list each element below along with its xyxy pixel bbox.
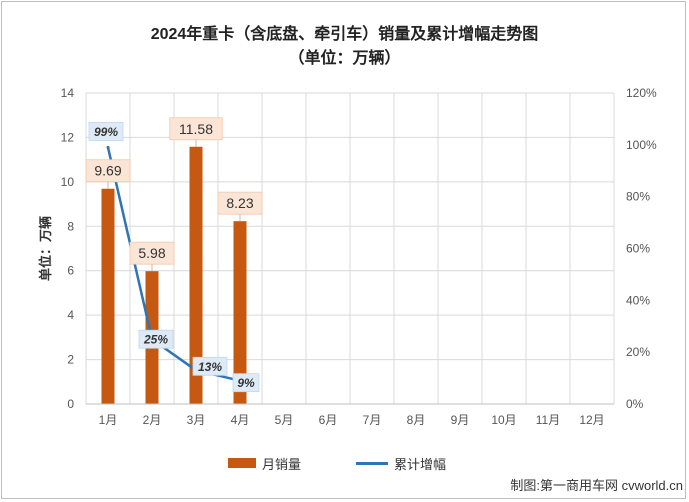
line-data-label: 99%: [94, 125, 118, 139]
chart-title: 2024年重卡（含底盘、牵引车）销量及累计增幅走势图: [150, 26, 539, 43]
bar-monthly-sales: [101, 188, 115, 404]
y2-tick-label: 80%: [626, 190, 650, 204]
bar-monthly-sales: [189, 146, 203, 404]
chart-credit: 制图:第一商用车网 cvworld.cn: [510, 478, 683, 493]
y-tick-label: 12: [61, 130, 75, 144]
bar-data-label: 8.23: [226, 195, 253, 211]
legend-line-swatch: [356, 461, 388, 465]
chart-subtitle: （单位：万辆）: [288, 50, 401, 67]
x-tick-label: 2月: [143, 413, 162, 427]
x-tick-label: 6月: [319, 413, 338, 427]
line-data-label: 25%: [143, 333, 168, 347]
bar-data-label: 11.58: [179, 121, 213, 137]
line-data-label-box: [232, 373, 260, 393]
x-tick-label: 11月: [536, 413, 560, 427]
y2-tick-label: 60%: [626, 242, 650, 256]
y-tick-label: 2: [67, 353, 74, 367]
legend-bar-swatch: [228, 458, 256, 468]
y2-tick-label: 100%: [626, 138, 657, 152]
y2-tick-label: 20%: [626, 345, 650, 359]
y-tick-label: 4: [67, 308, 74, 322]
x-tick-label: 8月: [407, 413, 426, 427]
line-data-label: 13%: [198, 360, 222, 374]
line-data-label: 9%: [237, 376, 255, 390]
legend-item-monthly-sales: 月销量: [228, 453, 301, 473]
y-tick-label: 6: [67, 264, 74, 278]
y-tick-label: 8: [67, 219, 74, 233]
legend-item-cumulative-growth: 累计增幅: [356, 453, 446, 473]
y2-tick-label: 0%: [626, 397, 644, 411]
line-point: [106, 145, 110, 149]
x-tick-label: 9月: [451, 413, 470, 427]
x-tick-label: 10月: [491, 413, 516, 427]
y-tick-label: 14: [61, 86, 75, 100]
x-tick-label: 1月: [99, 413, 118, 427]
y2-tick-label: 120%: [626, 86, 657, 100]
x-tick-label: 5月: [275, 413, 294, 427]
y-tick-label: 0: [67, 397, 74, 411]
bar-data-label: 5.98: [138, 245, 165, 261]
x-tick-label: 4月: [231, 413, 250, 427]
line-data-label-box: [88, 122, 124, 141]
axes-layer: 0 2 4 6 8 10 12 14 0% 20% 40% 60% 80% 100% 120% 1月 2月 3月 4…: [38, 86, 657, 427]
legend-label-cumulative-growth: 累计增幅: [394, 456, 447, 472]
y-tick-label: 10: [61, 175, 75, 189]
x-tick-label: 3月: [187, 413, 206, 427]
bar-data-label: 9.69: [94, 163, 121, 179]
bar-monthly-sales: [233, 221, 247, 404]
line-data-label-box: [192, 356, 228, 376]
line-data-label-box: [138, 329, 174, 349]
x-tick-label: 7月: [363, 413, 382, 427]
y2-tick-label: 40%: [626, 293, 650, 307]
x-tick-label: 12月: [579, 413, 604, 427]
y-axis-title: 单位：万辆: [38, 216, 53, 281]
labels-layer: 9.69 5.98 11.58 8.23 99% 25% 13% 9%: [85, 117, 263, 393]
legend-label-monthly-sales: 月销量: [262, 456, 302, 472]
